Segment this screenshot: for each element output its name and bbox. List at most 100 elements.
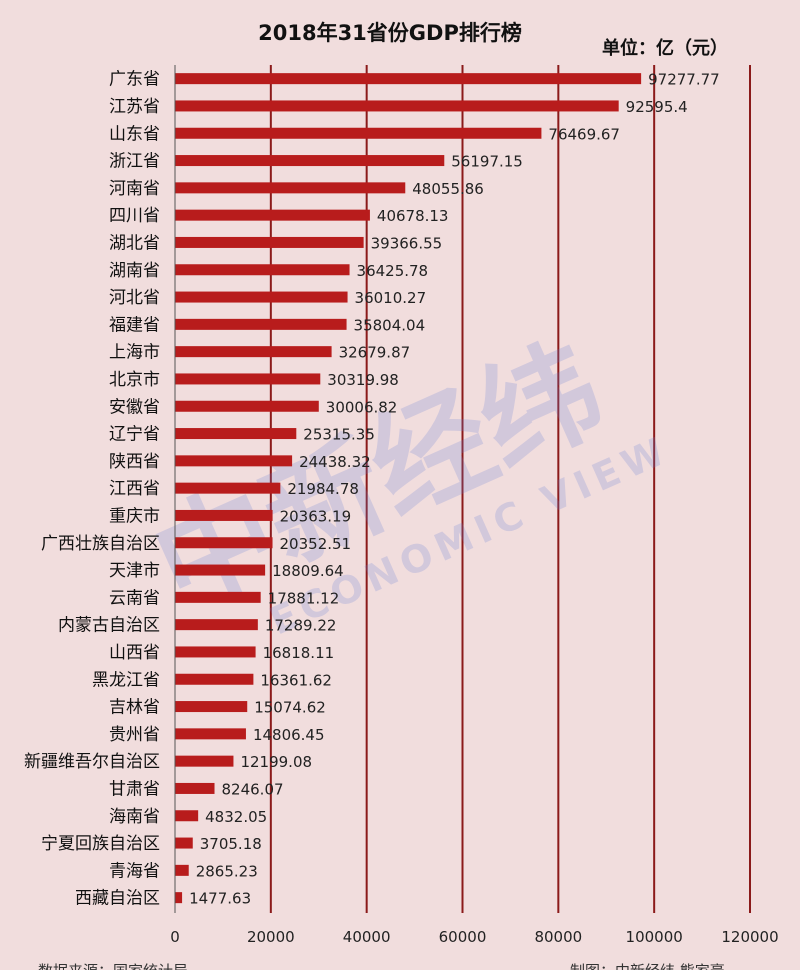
bar [175,591,261,603]
value-label: 36425.78 [357,262,429,280]
bar [175,236,364,248]
grid-lines [269,65,751,913]
value-label: 16361.62 [260,671,332,689]
value-label: 15074.62 [254,699,326,717]
value-label: 2865.23 [196,862,258,880]
category-label: 四川省 [109,206,160,226]
value-label: 97277.77 [648,71,720,89]
x-tick-label: 100000 [626,928,683,946]
bar [175,155,445,167]
bar [175,127,542,139]
bar [175,564,266,576]
bar [175,264,350,276]
value-label: 48055.86 [412,180,484,198]
bar [175,755,234,767]
value-label: 16818.11 [263,644,335,662]
category-label: 云南省 [109,588,160,608]
footer-source: 数据来源：国家统计局 [38,962,188,970]
value-label: 20352.51 [280,535,352,553]
value-label: 32679.87 [339,344,411,362]
bars [175,73,642,904]
value-label: 25315.35 [303,426,375,444]
value-label: 1477.63 [189,890,251,908]
category-label: 吉林省 [109,698,160,718]
category-label: 天津市 [109,561,160,581]
bar [175,619,258,631]
category-label: 贵州省 [109,725,160,745]
bar [175,728,246,740]
x-tick-label: 40000 [343,928,391,946]
category-label: 辽宁省 [109,425,160,445]
bar [175,701,248,713]
value-label: 20363.19 [280,507,352,525]
bar [175,428,297,440]
category-label: 宁夏回族自治区 [41,834,160,854]
bar [175,182,406,194]
bar [175,537,273,549]
value-label: 30319.98 [327,371,399,389]
value-label: 30006.82 [326,398,398,416]
category-label: 广西壮族自治区 [41,534,160,554]
bar [175,837,193,849]
category-label: 甘肃省 [109,779,160,799]
bar [175,892,183,904]
category-label: 重庆市 [109,506,160,526]
value-label: 35804.04 [354,316,426,334]
category-label: 陕西省 [109,452,160,472]
bar [175,100,619,112]
category-label: 湖南省 [109,261,160,281]
value-label: 4832.05 [205,808,267,826]
category-labels: 广东省江苏省山东省浙江省河南省四川省湖北省湖南省河北省福建省上海市北京市安徽省辽… [24,70,160,909]
value-label: 17289.22 [265,617,337,635]
bar [175,810,199,822]
value-label: 39366.55 [371,234,443,252]
category-label: 河北省 [109,288,160,308]
footer-credit: 制图：中新经纬 熊家豪 [570,962,725,970]
value-labels: 97277.77 92595.4 76469.67 56197.15 48055.86 4… [189,71,720,908]
bar [175,646,256,658]
category-label: 新疆维吾尔自治区 [24,752,160,772]
category-label: 广东省 [109,70,160,90]
bar [175,673,254,685]
category-label: 江西省 [109,479,160,499]
x-tick-label: 120000 [721,928,778,946]
category-label: 海南省 [109,807,160,827]
unit-label: 单位：亿（元） [602,37,728,59]
category-label: 青海省 [109,861,160,881]
value-label: 76469.67 [548,125,620,143]
value-label: 3705.18 [200,835,262,853]
bar [175,346,332,358]
x-axis: 0 20000 40000 60000 80000 100000 120000 [170,65,779,946]
value-label: 8246.07 [222,780,284,798]
bar [175,482,281,494]
category-label: 江苏省 [109,97,160,117]
category-label: 黑龙江省 [92,670,160,690]
value-label: 24438.32 [299,453,371,471]
value-label: 21984.78 [287,480,359,498]
category-label: 山西省 [109,643,160,663]
value-label: 12199.08 [240,753,312,771]
bar [175,373,321,385]
value-label: 36010.27 [355,289,427,307]
bar [175,291,348,303]
bar [175,318,347,330]
chart-title: 2018年31省份GDP排行榜 [258,21,522,45]
value-label: 14806.45 [253,726,325,744]
category-label: 山东省 [109,124,160,144]
x-tick-label: 60000 [439,928,487,946]
category-label: 河南省 [109,179,160,199]
category-label: 安徽省 [109,397,160,417]
category-label: 上海市 [109,343,160,363]
bar [175,455,293,467]
bar [175,400,319,412]
x-tick-label: 0 [170,928,180,946]
category-label: 西藏自治区 [75,889,160,909]
x-tick-label: 20000 [247,928,295,946]
category-label: 浙江省 [109,152,160,172]
value-label: 92595.4 [626,98,688,116]
category-label: 内蒙古自治区 [58,616,160,636]
x-tick-label: 80000 [534,928,582,946]
bar [175,864,189,876]
value-label: 17881.12 [268,589,340,607]
